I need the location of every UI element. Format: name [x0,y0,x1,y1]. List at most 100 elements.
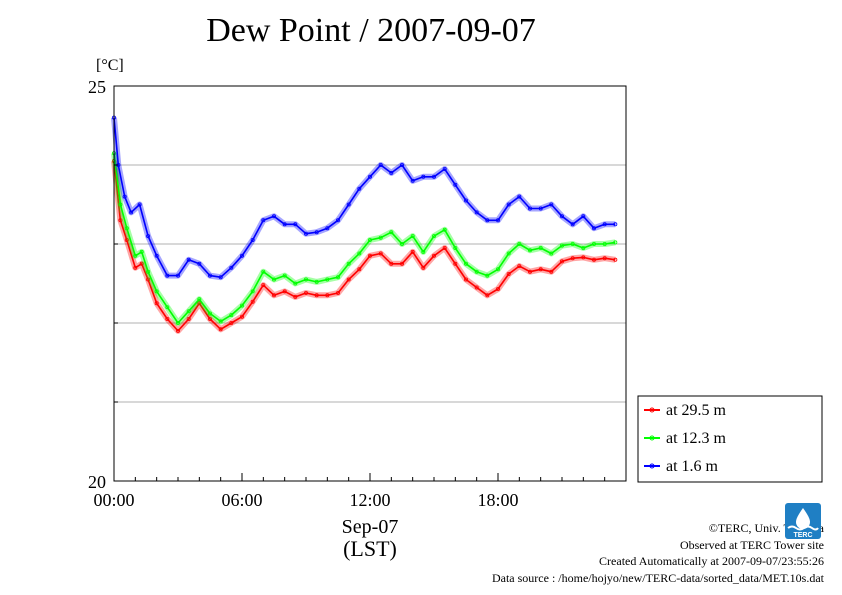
data-point [560,214,565,219]
data-point [207,316,212,321]
data-point [506,271,511,276]
data-point [124,226,129,231]
data-point [389,230,394,235]
data-point [378,235,383,240]
data-point [528,269,533,274]
data-point [218,327,223,332]
data-point [271,277,276,282]
data-point [293,222,298,227]
data-point [602,222,607,227]
series-1 [111,151,618,326]
x-tick-label: 12:00 [349,490,390,510]
data-point [431,174,436,179]
data-source-text: Data source : /home/hojyo/new/TERC-data/… [491,570,824,585]
data-point [453,182,458,187]
y-unit-label: [°C] [96,57,124,74]
data-point [592,257,597,262]
data-point [139,261,144,266]
data-point [175,328,180,333]
data-point [581,245,586,250]
x-tick-label: 00:00 [93,490,134,510]
y-tick-label: 20 [88,472,106,492]
data-point [442,227,447,232]
plot-frame [113,85,627,482]
data-point [239,303,244,308]
data-point [303,277,308,282]
data-point [357,186,362,191]
data-point [197,261,202,266]
data-point [560,243,565,248]
data-point [367,174,372,179]
data-point [485,273,490,278]
observed-text: Observed at TERC Tower site [679,537,824,552]
data-point [453,261,458,266]
data-point [431,234,436,239]
data-point [560,259,565,264]
data-point [207,311,212,316]
data-point [570,256,575,261]
data-point [314,230,319,235]
data-point [442,245,447,250]
data-point [399,261,404,266]
data-point [154,289,159,294]
data-point [549,202,554,207]
data-point [410,178,415,183]
data-point [133,253,138,258]
data-point [250,237,255,242]
data-point [389,261,394,266]
data-point [261,283,266,288]
data-point [282,222,287,227]
data-point [335,275,340,280]
data-point [146,234,151,239]
data-point [613,257,618,262]
data-point [293,281,298,286]
series-line [113,153,616,324]
data-point [538,206,543,211]
data-point [175,273,180,278]
data-point [613,240,618,245]
data-point [165,305,170,310]
legend-label: at 1.6 m [666,458,719,475]
data-point [314,293,319,298]
data-point [229,313,234,318]
data-point [421,174,426,179]
data-point [570,222,575,227]
data-point [346,277,351,282]
data-point [271,214,276,219]
y-tick-label: 25 [88,77,106,97]
data-point [282,289,287,294]
data-point [495,267,500,272]
legend-marker [649,435,655,441]
data-point [592,241,597,246]
data-point [239,314,244,319]
logo-text: TERC [793,532,812,539]
data-point [165,273,170,278]
data-point [357,251,362,256]
data-point [389,170,394,175]
data-point [581,255,586,260]
data-point [581,214,586,219]
data-point [517,241,522,246]
data-point [346,261,351,266]
data-point [453,245,458,250]
data-point [592,226,597,231]
data-point [186,309,191,314]
data-point [474,210,479,215]
data-point [118,202,123,207]
data-point [197,301,202,306]
data-point [137,202,142,207]
data-point [293,294,298,299]
data-point [118,218,123,223]
legend-box [637,395,823,483]
data-point [197,297,202,302]
data-point [239,253,244,258]
data-point [399,241,404,246]
data-point [335,218,340,223]
axis-ticks: 20 25 00:00 06:00 12:00 18:00 [88,77,606,510]
data-point [517,264,522,269]
data-point [528,206,533,211]
data-point [399,162,404,167]
data-point [122,194,127,199]
data-point [154,301,159,306]
